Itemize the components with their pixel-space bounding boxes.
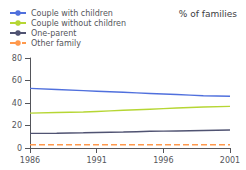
svg-text:1991: 1991 — [86, 156, 106, 165]
svg-text:40: 40 — [12, 99, 22, 108]
svg-text:% of families: % of families — [179, 9, 237, 19]
svg-text:1996: 1996 — [153, 156, 173, 165]
svg-text:Couple with children: Couple with children — [31, 9, 113, 18]
svg-text:80: 80 — [12, 54, 22, 63]
svg-text:60: 60 — [12, 76, 22, 85]
svg-text:0: 0 — [17, 144, 22, 153]
svg-text:20: 20 — [12, 121, 22, 130]
svg-text:One-parent: One-parent — [31, 29, 76, 38]
svg-text:2001: 2001 — [220, 156, 240, 165]
svg-text:Other family: Other family — [31, 39, 81, 48]
svg-text:Couple without children: Couple without children — [31, 19, 126, 28]
svg-text:1986: 1986 — [20, 156, 40, 165]
